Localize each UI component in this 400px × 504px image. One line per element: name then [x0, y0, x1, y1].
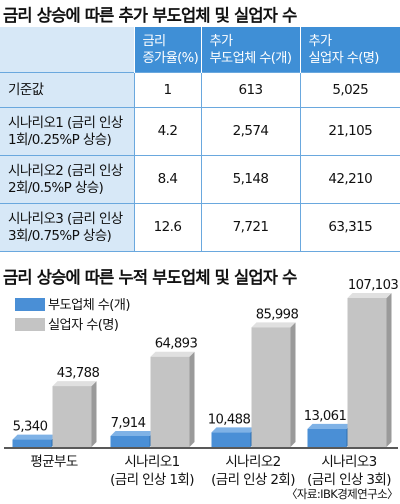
- bar: [211, 432, 251, 447]
- cell-rate: 1: [133, 72, 201, 108]
- category-label: 시나리오1: [124, 454, 179, 470]
- header-unemployed-line1: 추가: [308, 33, 333, 49]
- category-label: (금리 인상 3회): [307, 472, 391, 488]
- data-label: 43,788: [57, 366, 100, 381]
- row-label-line2: 1회/0.25%P 상승): [8, 131, 112, 148]
- bar-top: [150, 351, 195, 357]
- bar-top: [211, 427, 256, 433]
- bar-side: [386, 293, 392, 447]
- bar-top: [307, 423, 352, 429]
- row-label: 기준값: [0, 72, 134, 108]
- bar-top: [347, 293, 392, 298]
- data-label: 5,340: [13, 420, 48, 435]
- bar: [52, 386, 92, 447]
- table-corner-cell: [0, 27, 134, 73]
- legend-label: 부도업체 수(개): [48, 297, 130, 313]
- bar: [251, 327, 291, 447]
- bar-top: [110, 430, 155, 436]
- table-title: 금리 상승에 따른 추가 부도업체 및 실업자 수: [3, 6, 297, 25]
- row-label-line1: 기준값: [8, 81, 44, 98]
- chart-title: 금리 상승에 따른 누적 부도업체 및 실업자 수: [3, 268, 297, 287]
- cell-unemployed: 42,210: [299, 155, 400, 204]
- bar: [347, 298, 387, 447]
- row-label: 시나리오1 (금리 인상 1회/0.25%P 상승): [0, 107, 134, 156]
- category-label: 평균부도: [30, 454, 77, 470]
- data-label: 7,914: [111, 416, 146, 431]
- bar-side: [189, 351, 195, 447]
- legend-swatch: [15, 318, 45, 331]
- bar-top: [251, 322, 296, 328]
- table-row: 기준값 1 613 5,025: [0, 72, 400, 108]
- category-label: 시나리오2: [225, 454, 280, 470]
- category-label: 시나리오3: [321, 454, 376, 470]
- table-header-row: 금리 증가율(%) 추가 부도업체 수(개) 추가 실업자 수(명): [0, 27, 400, 73]
- data-label: 107,103: [348, 278, 399, 293]
- header-unemployed: 추가 실업자 수(명): [299, 27, 400, 73]
- header-unemployed-line2: 실업자 수(명): [308, 50, 380, 66]
- row-label-line2: 3회/0.75%P 상승): [8, 227, 112, 244]
- cell-firms: 5,148: [200, 155, 300, 204]
- bar: [150, 356, 190, 447]
- data-table: 금리 증가율(%) 추가 부도업체 수(개) 추가 실업자 수(명) 기준값 1…: [0, 27, 400, 252]
- header-firms: 추가 부도업체 수(개): [200, 27, 300, 73]
- category-label: (금리 인상 2회): [211, 472, 295, 488]
- data-label: 85,998: [256, 307, 299, 322]
- cell-firms: 613: [200, 72, 300, 108]
- bar-top: [52, 381, 97, 387]
- bar: [307, 428, 347, 447]
- cell-firms: 2,574: [200, 107, 300, 156]
- cell-unemployed: 21,105: [299, 107, 400, 156]
- bar-side: [290, 322, 296, 447]
- category-label: (금리 인상 1회): [110, 472, 194, 488]
- cell-rate: 8.4: [133, 155, 201, 204]
- row-label-line1: 시나리오1 (금리 인상: [8, 114, 123, 131]
- data-label: 64,893: [155, 337, 198, 352]
- row-label-line1: 시나리오2 (금리 인상: [8, 162, 123, 179]
- table-row: 시나리오2 (금리 인상 2회/0.5%P 상승) 8.4 5,148 42,2…: [0, 155, 400, 204]
- row-label: 시나리오3 (금리 인상 3회/0.75%P 상승): [0, 203, 134, 252]
- bar: [110, 435, 150, 447]
- data-label: 13,061: [304, 409, 347, 424]
- header-firms-line2: 부도업체 수(개): [209, 50, 292, 66]
- cell-unemployed: 5,025: [299, 72, 400, 108]
- data-label: 10,488: [208, 412, 251, 427]
- cell-rate: 12.6: [133, 203, 201, 252]
- bar-top: [12, 434, 57, 440]
- table-row: 시나리오3 (금리 인상 3회/0.75%P 상승) 12.6 7,721 63…: [0, 203, 400, 252]
- legend-label: 실업자 수(명): [48, 317, 119, 333]
- header-rate-line1: 금리: [142, 33, 167, 49]
- table-row: 시나리오1 (금리 인상 1회/0.25%P 상승) 4.2 2,574 21,…: [0, 107, 400, 156]
- row-label-line2: 2회/0.5%P 상승): [8, 179, 104, 196]
- header-firms-line1: 추가: [209, 33, 234, 49]
- header-rate-line2: 증가율(%): [142, 50, 199, 66]
- bar-side: [91, 381, 97, 447]
- source-note: 〈자료:IBK경제연구소〉: [286, 487, 399, 501]
- legend-swatch: [15, 298, 45, 311]
- cell-firms: 7,721: [200, 203, 300, 252]
- bar: [12, 439, 52, 447]
- cell-rate: 4.2: [133, 107, 201, 156]
- row-label-line1: 시나리오3 (금리 인상: [8, 210, 123, 227]
- row-label: 시나리오2 (금리 인상 2회/0.5%P 상승): [0, 155, 134, 204]
- header-rate: 금리 증가율(%): [133, 27, 201, 73]
- cell-unemployed: 63,315: [299, 203, 400, 252]
